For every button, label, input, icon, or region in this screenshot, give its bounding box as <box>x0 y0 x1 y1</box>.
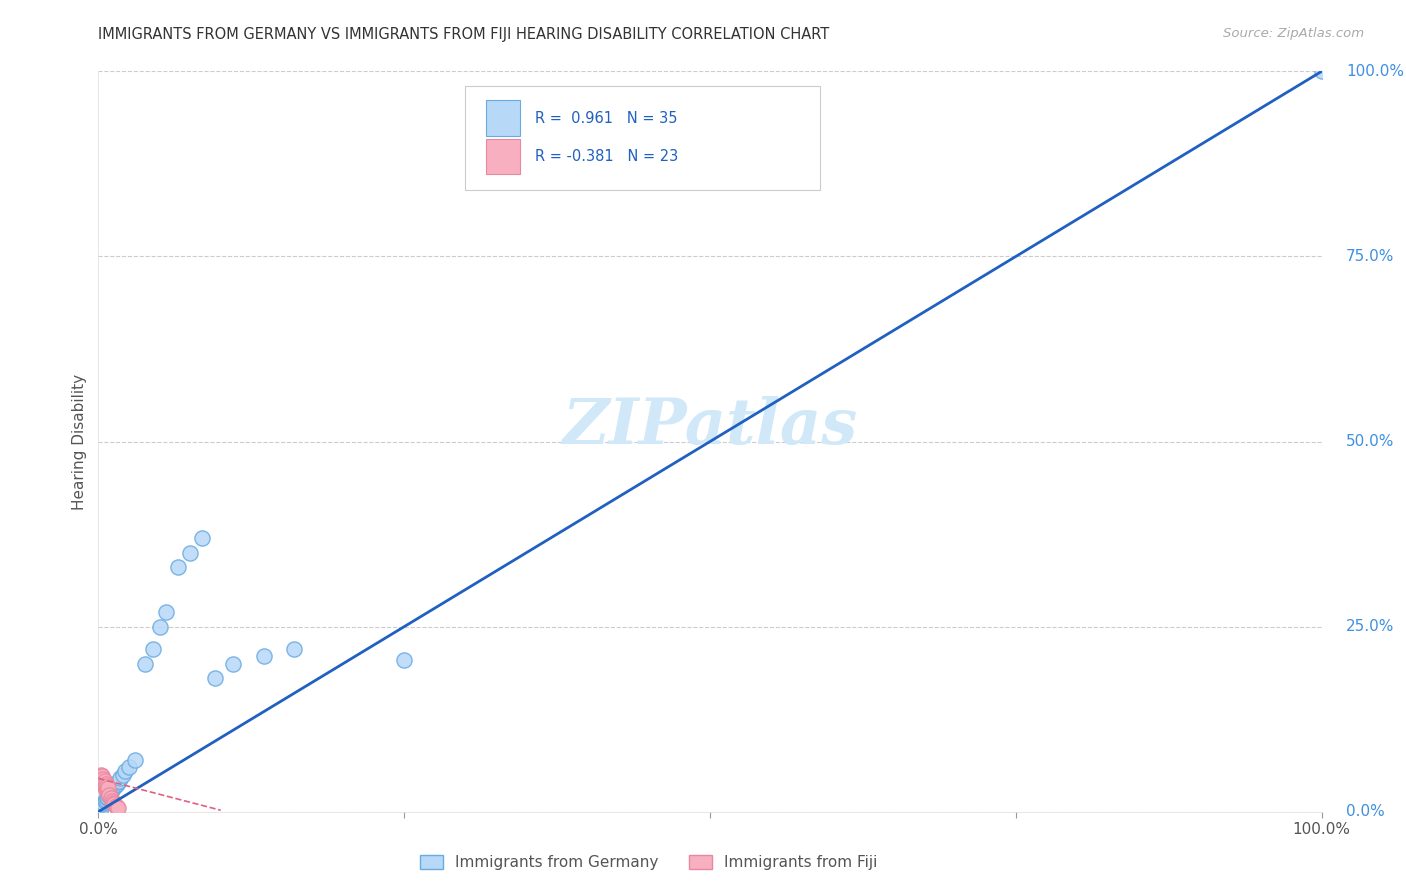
Text: 0.0%: 0.0% <box>1346 805 1385 819</box>
Text: R =  0.961   N = 35: R = 0.961 N = 35 <box>536 111 678 126</box>
Point <box>103 797 125 812</box>
Point <box>100 784 122 798</box>
Text: IMMIGRANTS FROM GERMANY VS IMMIGRANTS FROM FIJI HEARING DISABILITY CORRELATION C: IMMIGRANTS FROM GERMANY VS IMMIGRANTS FR… <box>98 27 830 42</box>
Point <box>222 657 245 671</box>
Point <box>149 619 172 633</box>
Point <box>91 776 114 790</box>
FancyBboxPatch shape <box>486 100 520 136</box>
Point <box>179 546 201 560</box>
Point <box>118 760 141 774</box>
Point <box>107 775 129 789</box>
Point <box>100 791 122 805</box>
Legend: Immigrants from Germany, Immigrants from Fiji: Immigrants from Germany, Immigrants from… <box>412 847 886 878</box>
Point <box>104 778 127 792</box>
Point <box>91 797 114 812</box>
Point <box>107 801 129 815</box>
FancyBboxPatch shape <box>465 87 820 190</box>
Point <box>167 560 190 574</box>
Point <box>97 780 120 795</box>
Point <box>98 786 121 800</box>
Text: ZIPatlas: ZIPatlas <box>562 396 858 458</box>
Text: 50.0%: 50.0% <box>1346 434 1395 449</box>
Point <box>89 775 111 789</box>
Point <box>96 784 118 798</box>
Point <box>94 776 117 790</box>
Point <box>392 653 416 667</box>
Point <box>93 773 115 788</box>
Point <box>93 779 115 793</box>
Point <box>191 531 214 545</box>
Point <box>134 657 156 671</box>
Point <box>90 772 112 786</box>
Point <box>101 780 124 795</box>
Point <box>105 800 128 814</box>
Point <box>108 773 131 788</box>
Point <box>1310 64 1333 78</box>
Point <box>97 789 120 803</box>
Point <box>114 764 136 778</box>
FancyBboxPatch shape <box>486 139 520 174</box>
Point <box>142 641 165 656</box>
Text: 75.0%: 75.0% <box>1346 249 1395 264</box>
Text: R = -0.381   N = 23: R = -0.381 N = 23 <box>536 149 678 164</box>
Point <box>98 789 121 803</box>
Point <box>252 649 274 664</box>
Point <box>90 801 112 815</box>
Point <box>110 772 132 786</box>
Y-axis label: Hearing Disability: Hearing Disability <box>72 374 87 509</box>
Point <box>90 767 112 781</box>
Point <box>96 791 118 805</box>
Point <box>103 780 125 794</box>
Point <box>94 782 117 797</box>
Point <box>155 605 177 619</box>
Text: 100.0%: 100.0% <box>1346 64 1405 78</box>
Text: Source: ZipAtlas.com: Source: ZipAtlas.com <box>1223 27 1364 40</box>
Point <box>96 779 118 793</box>
Point <box>101 782 124 797</box>
Point <box>111 767 134 781</box>
Point <box>91 773 114 788</box>
Point <box>97 786 120 800</box>
Point <box>93 794 115 808</box>
Point <box>96 789 118 804</box>
Point <box>91 772 114 786</box>
Point <box>101 796 124 810</box>
Point <box>101 794 124 808</box>
Point <box>105 776 128 790</box>
Text: 25.0%: 25.0% <box>1346 619 1395 634</box>
Point <box>104 798 127 813</box>
Point <box>91 796 114 810</box>
Point <box>283 641 305 656</box>
Point <box>204 672 226 686</box>
Point <box>124 753 146 767</box>
Point <box>94 793 117 807</box>
Point <box>91 769 114 783</box>
